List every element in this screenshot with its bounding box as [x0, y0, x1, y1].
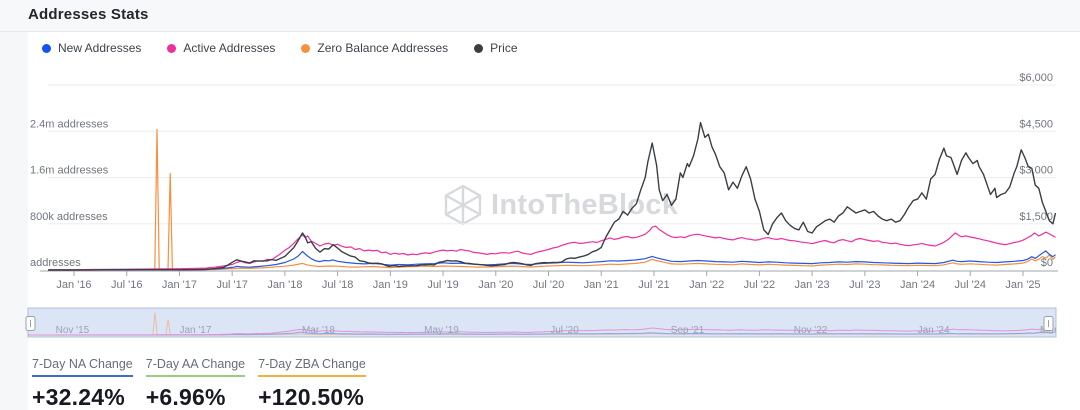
x-tick-label: Jul '20	[533, 279, 564, 291]
legend-item-active-addresses[interactable]: Active Addresses	[167, 41, 275, 55]
legend-label: Price	[490, 41, 518, 55]
stat-card-na-change: 7-Day NA Change +32.24%	[32, 357, 133, 410]
stat-label: 7-Day AA Change	[145, 357, 246, 377]
x-tick-label: Jan '19	[373, 279, 408, 291]
legend-item-zero-balance-addresses[interactable]: Zero Balance Addresses	[301, 41, 448, 55]
chart-card	[28, 32, 1080, 410]
minimap-handle-left[interactable]	[25, 316, 36, 331]
minimap-series-zero-balance-addresses	[28, 312, 1054, 336]
seven-day-stats: 7-Day NA Change +32.24% 7-Day AA Change …	[32, 357, 366, 410]
chart-plot-area[interactable]	[48, 58, 1056, 272]
stat-label: 7-Day ZBA Change	[258, 357, 366, 377]
y-right-tick-label: $0	[1041, 257, 1053, 269]
x-tick-label: Jan '20	[478, 279, 513, 291]
x-tick-label: Jul '16	[111, 279, 142, 291]
series-line-price	[48, 121, 1056, 271]
stat-card-zba-change: 7-Day ZBA Change +120.50%	[258, 357, 366, 410]
x-tick-label: Jul '21	[638, 279, 669, 291]
y-left-tick-label: 800k addresses	[30, 211, 108, 223]
legend-label: New Addresses	[58, 41, 142, 55]
minimap-tick-label: Jan '24	[918, 325, 950, 336]
new-addresses-dot-icon	[42, 43, 51, 53]
x-tick-label: Jan '21	[584, 279, 619, 291]
x-tick-label: Jul '18	[322, 279, 353, 291]
zero-balance-addresses-dot-icon	[301, 43, 311, 53]
y-right-tick-label: $4,500	[1019, 118, 1053, 130]
series-line-new-addresses	[48, 250, 1056, 271]
stat-value: +32.24%	[32, 384, 125, 410]
page-title: Addresses Stats	[28, 6, 149, 23]
y-right-tick-label: $6,000	[1019, 72, 1053, 84]
x-tick-label: Jul '19	[427, 279, 458, 291]
intotheblock-watermark: IntoTheBlock	[444, 184, 678, 226]
y-left-tick-label: 1.6m addresses	[30, 165, 109, 177]
legend-item-price[interactable]: Price	[474, 41, 518, 55]
watermark-text: IntoTheBlock	[491, 189, 678, 222]
x-tick-label: Jul '17	[216, 279, 247, 291]
minimap-tick-label: Sep '21	[671, 325, 705, 336]
legend-label: Active Addresses	[183, 41, 276, 55]
minimap-series-active-addresses	[28, 327, 1054, 336]
x-tick-label: Jul '22	[744, 279, 775, 291]
minimap-series-new-addresses	[28, 331, 1054, 336]
x-tick-label: Jan '22	[689, 279, 724, 291]
x-tick-label: Jan '16	[56, 279, 91, 291]
minimap-tick-label: Jan '17	[179, 325, 211, 336]
series-line-active-addresses	[48, 225, 1056, 271]
minimap-handle-right[interactable]	[1043, 316, 1054, 331]
stat-label: 7-Day NA Change	[32, 357, 133, 377]
y-right-tick-label: $3,000	[1019, 165, 1053, 177]
x-tick-label: Jan '25	[1005, 279, 1040, 291]
chart-legend: New Addresses Active Addresses Zero Bala…	[42, 41, 518, 55]
active-addresses-dot-icon	[167, 43, 177, 53]
minimap-tick-label: May '19	[424, 325, 459, 336]
y-right-tick-label: $1,500	[1019, 211, 1053, 223]
stat-value: +6.96%	[145, 384, 226, 410]
legend-label: Zero Balance Addresses	[317, 41, 449, 55]
x-tick-label: Jul '24	[955, 279, 986, 291]
page-header: Addresses Stats	[0, 0, 1080, 32]
x-tick-label: Jul '23	[849, 279, 880, 291]
series-line-zero-balance-addresses	[48, 128, 1056, 271]
x-tick-label: Jan '23	[795, 279, 830, 291]
y-left-tick-label: 2.4m addresses	[30, 118, 109, 130]
minimap-brush[interactable]	[27, 307, 1057, 338]
minimap-tick-label: Mar '18	[302, 325, 335, 336]
price-dot-icon	[474, 43, 484, 53]
stat-card-aa-change: 7-Day AA Change +6.96%	[145, 357, 246, 410]
x-tick-label: Jan '18	[267, 279, 302, 291]
x-tick-label: Jan '24	[900, 279, 935, 291]
stat-value: +120.50%	[258, 384, 364, 410]
x-tick-label: Jan '17	[162, 279, 197, 291]
minimap-tick-label: Nov '15	[56, 325, 90, 336]
minimap-tick-label: Jul '20	[550, 325, 579, 336]
minimap-tick-label: Nov '22	[794, 325, 828, 336]
legend-item-new-addresses[interactable]: New Addresses	[42, 41, 141, 55]
y-left-tick-label: addresses	[30, 257, 81, 269]
